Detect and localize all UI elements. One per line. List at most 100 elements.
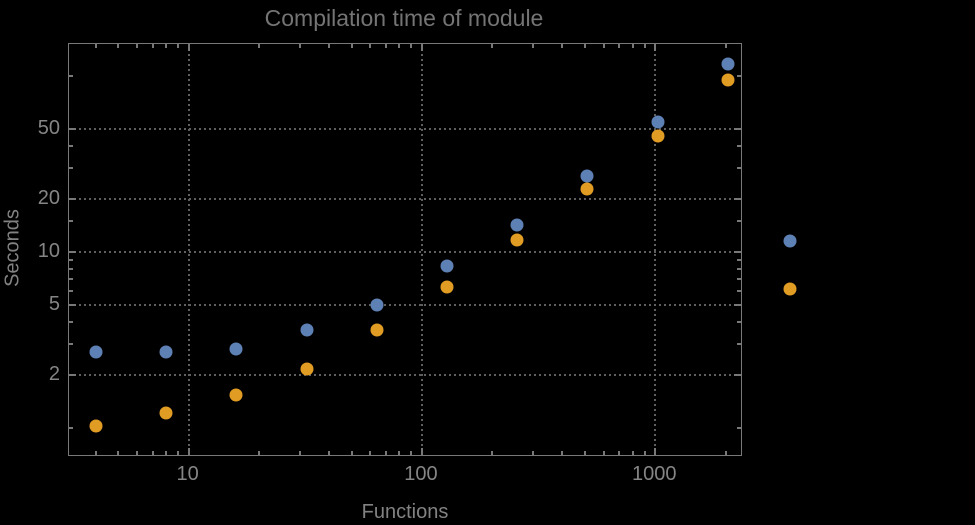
y-tick-2 xyxy=(734,373,741,376)
x-tick-200 xyxy=(491,44,494,48)
y-tick-2 xyxy=(69,373,76,376)
x-tick-8 xyxy=(165,451,168,455)
y-tick-6 xyxy=(737,289,741,292)
data-point-series-1-x256 xyxy=(510,218,524,232)
data-point-series-2-x128 xyxy=(440,280,454,294)
data-point-series-1-x16 xyxy=(229,342,243,356)
gridline-x-100 xyxy=(420,44,423,455)
x-tick-400 xyxy=(561,451,564,455)
data-point-series-1-x128 xyxy=(440,259,454,273)
x-tick-30 xyxy=(298,44,301,48)
x-tick-800 xyxy=(631,451,634,455)
x-tick-label-100: 100 xyxy=(404,463,438,485)
y-tick-label-2: 2 xyxy=(48,362,60,385)
data-point-series-2-x1024 xyxy=(651,129,665,143)
x-tick-label-10: 10 xyxy=(176,463,199,485)
data-point-series-2-x64 xyxy=(370,323,384,337)
y-tick-5 xyxy=(69,303,76,306)
y-tick-15 xyxy=(69,220,73,223)
x-tick-50 xyxy=(350,44,353,48)
x-tick-9 xyxy=(176,451,179,455)
x-tick-80 xyxy=(398,44,401,48)
gridline-x-1000 xyxy=(654,44,657,455)
data-point-series-2-x256 xyxy=(510,233,524,247)
x-tick-8 xyxy=(165,44,168,48)
gridline-y-5 xyxy=(69,303,741,306)
x-tick-5 xyxy=(117,451,120,455)
x-axis-label: Functions xyxy=(361,501,449,523)
x-tick-900 xyxy=(643,44,646,48)
data-point-series-1-x32 xyxy=(300,323,314,337)
y-tick-10 xyxy=(69,250,76,253)
y-tick-8 xyxy=(69,268,73,270)
x-tick-500 xyxy=(584,44,587,48)
y-tick-50 xyxy=(734,128,741,131)
x-tick-10 xyxy=(187,448,190,455)
x-tick-6 xyxy=(135,44,138,48)
y-tick-20 xyxy=(734,198,741,201)
x-tick-7 xyxy=(151,451,154,455)
x-tick-70 xyxy=(384,451,387,455)
y-tick-1 xyxy=(737,426,741,429)
x-tick-6 xyxy=(135,451,138,455)
data-point-series-2-x8 xyxy=(159,406,173,420)
y-tick-label-10: 10 xyxy=(37,239,60,262)
y-tick-3 xyxy=(69,342,73,345)
y-tick-label-20: 20 xyxy=(37,187,60,210)
x-tick-2000 xyxy=(724,451,727,455)
x-tick-5 xyxy=(117,44,120,48)
x-tick-7 xyxy=(151,44,154,48)
y-tick-5 xyxy=(734,303,741,306)
y-tick-7 xyxy=(69,278,73,281)
y-tick-40 xyxy=(69,145,73,148)
x-tick-4 xyxy=(94,451,97,455)
y-tick-3 xyxy=(737,342,741,345)
y-tick-8 xyxy=(737,268,741,270)
y-tick-9 xyxy=(69,259,73,262)
y-tick-40 xyxy=(737,145,741,148)
data-point-series-2-x2048 xyxy=(721,73,735,87)
x-tick-700 xyxy=(618,451,621,455)
x-tick-400 xyxy=(561,44,564,48)
data-point-series-2-x4 xyxy=(89,419,103,433)
x-tick-800 xyxy=(631,44,634,48)
x-tick-300 xyxy=(532,451,535,455)
x-tick-700 xyxy=(618,44,621,48)
gridline-x-10 xyxy=(187,44,190,455)
x-tick-300 xyxy=(532,44,535,48)
y-tick-7 xyxy=(737,278,741,281)
x-tick-10 xyxy=(187,44,190,51)
x-tick-50 xyxy=(350,451,353,455)
legend-marker-series-1 xyxy=(783,234,797,248)
x-tick-40 xyxy=(328,44,331,48)
y-tick-4 xyxy=(69,320,73,323)
x-tick-80 xyxy=(398,451,401,455)
x-tick-500 xyxy=(584,451,587,455)
gridline-y-2 xyxy=(69,373,741,376)
y-tick-label-5: 5 xyxy=(48,292,60,315)
x-tick-600 xyxy=(602,451,605,455)
x-tick-90 xyxy=(410,44,413,48)
x-tick-900 xyxy=(643,451,646,455)
x-tick-30 xyxy=(298,451,301,455)
y-tick-30 xyxy=(737,167,741,170)
x-tick-1000 xyxy=(654,448,657,455)
x-tick-40 xyxy=(328,451,331,455)
data-point-series-2-x32 xyxy=(300,362,314,376)
data-point-series-1-x64 xyxy=(370,298,384,312)
data-point-series-2-x512 xyxy=(580,182,594,196)
x-tick-600 xyxy=(602,44,605,48)
data-point-series-1-x8 xyxy=(159,345,173,359)
plot-area xyxy=(68,43,742,456)
y-tick-50 xyxy=(69,128,76,131)
y-tick-100 xyxy=(69,75,73,78)
x-tick-1000 xyxy=(654,44,657,51)
x-tick-70 xyxy=(384,44,387,48)
y-tick-100 xyxy=(737,75,741,78)
x-tick-90 xyxy=(410,451,413,455)
y-tick-label-50: 50 xyxy=(37,117,60,140)
data-point-series-1-x2048 xyxy=(721,57,735,71)
x-tick-20 xyxy=(257,44,260,48)
x-tick-label-1000: 1000 xyxy=(632,463,677,485)
